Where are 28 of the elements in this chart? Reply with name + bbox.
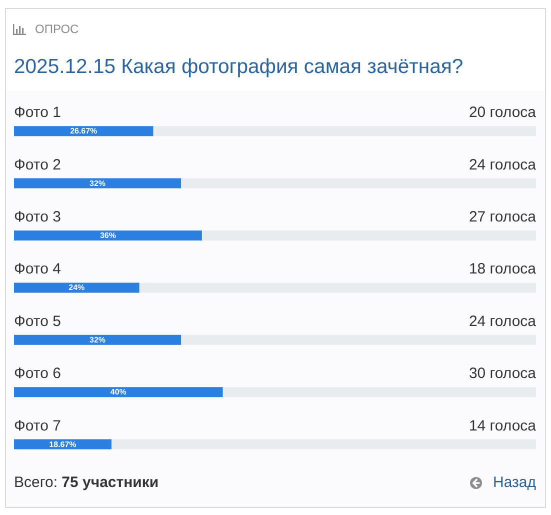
y-tick-label: Фото 6 [14,365,61,382]
data-label: 26.67% [70,126,98,136]
data-label: 32% [90,178,106,188]
annotation: 30 голоса [468,365,537,382]
data-label: 40% [110,388,126,397]
annotation: 18 голоса [468,260,537,278]
y-tick-label: Фото 4 [14,260,61,278]
data-label: 36% [100,230,116,240]
text: ОПРОС [35,22,79,36]
annotation: 24 голоса [468,156,537,174]
data-label: 32% [90,335,106,344]
bar [14,439,112,450]
data-label: 18.67% [49,440,76,449]
y-tick-label: Фото 1 [14,104,61,122]
annotation: 24 голоса [468,312,537,330]
annotation: 14 голоса [468,417,537,434]
annotation: 27 голоса [468,208,537,226]
text: 75 участники [62,474,159,491]
y-tick-label: Фото 7 [14,417,61,434]
data-label: 24% [68,283,85,292]
text: Всего: [14,474,58,491]
y-tick-label: Фото 3 [14,208,61,226]
y-tick-label: Фото 5 [14,312,61,330]
annotation: 20 голоса [468,104,537,122]
y-tick-label: Фото 2 [14,156,61,174]
text: Назад [493,474,536,492]
bar [14,282,140,293]
chart-title: 2025.12.15 Какая фотография самая зачётная? [14,55,464,79]
